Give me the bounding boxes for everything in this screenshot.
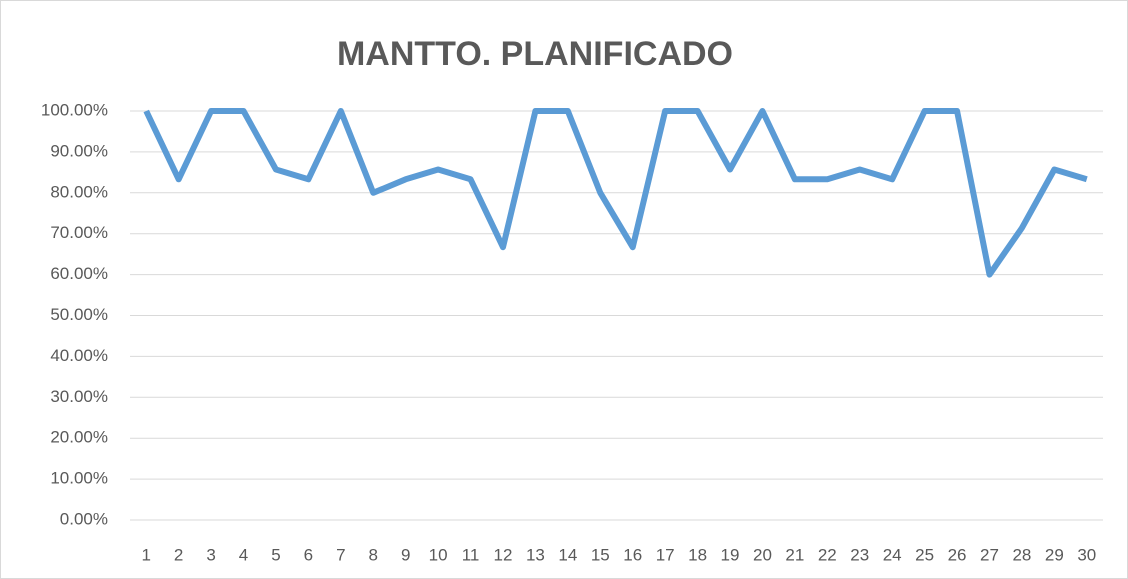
x-tick-label: 8 [369,545,378,564]
x-tick-label: 2 [174,545,183,564]
x-tick-label: 9 [401,545,410,564]
x-tick-label: 29 [1045,545,1064,564]
y-tick-label: 10.00% [50,469,108,488]
x-tick-label: 18 [688,545,707,564]
x-tick-label: 30 [1077,545,1096,564]
y-tick-label: 0.00% [60,509,108,528]
y-tick-label: 70.00% [50,223,108,242]
y-tick-label: 40.00% [50,346,108,365]
y-tick-label: 30.00% [50,387,108,406]
x-tick-label: 4 [239,545,248,564]
x-tick-label: 23 [850,545,869,564]
x-tick-label: 16 [623,545,642,564]
x-tick-label: 19 [721,545,740,564]
x-tick-label: 21 [785,545,804,564]
x-tick-label: 3 [206,545,215,564]
x-tick-label: 20 [753,545,772,564]
x-tick-label: 14 [558,545,577,564]
x-tick-label: 6 [304,545,313,564]
x-tick-label: 24 [883,545,902,564]
x-tick-label: 11 [462,545,480,564]
y-tick-label: 80.00% [50,182,108,201]
x-tick-label: 10 [429,545,448,564]
y-tick-label: 100.00% [41,100,108,119]
x-tick-label: 22 [818,545,837,564]
x-tick-label: 27 [980,545,999,564]
x-tick-label: 7 [336,545,345,564]
x-tick-label: 15 [591,545,610,564]
y-tick-label: 20.00% [50,428,108,447]
x-tick-label: 17 [656,545,675,564]
x-tick-label: 25 [915,545,934,564]
x-tick-label: 1 [141,545,150,564]
x-tick-label: 12 [494,545,513,564]
y-tick-label: 90.00% [50,141,108,160]
data-line [143,108,1088,278]
y-tick-label: 60.00% [50,264,108,283]
chart-title: MANTTO. PLANIFICADO [337,35,733,73]
x-tick-label: 28 [1012,545,1031,564]
y-tick-label: 50.00% [50,305,108,324]
x-tick-label: 5 [271,545,280,564]
x-tick-label: 26 [948,545,967,564]
x-tick-label: 13 [526,545,545,564]
